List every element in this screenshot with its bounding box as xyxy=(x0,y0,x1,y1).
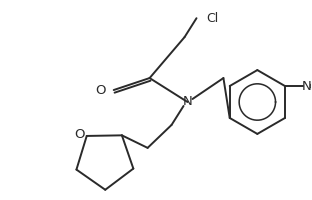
Text: O: O xyxy=(74,128,85,141)
Text: N: N xyxy=(302,80,312,93)
Text: O: O xyxy=(95,84,106,97)
Text: N: N xyxy=(183,95,193,108)
Text: Cl: Cl xyxy=(207,12,219,25)
